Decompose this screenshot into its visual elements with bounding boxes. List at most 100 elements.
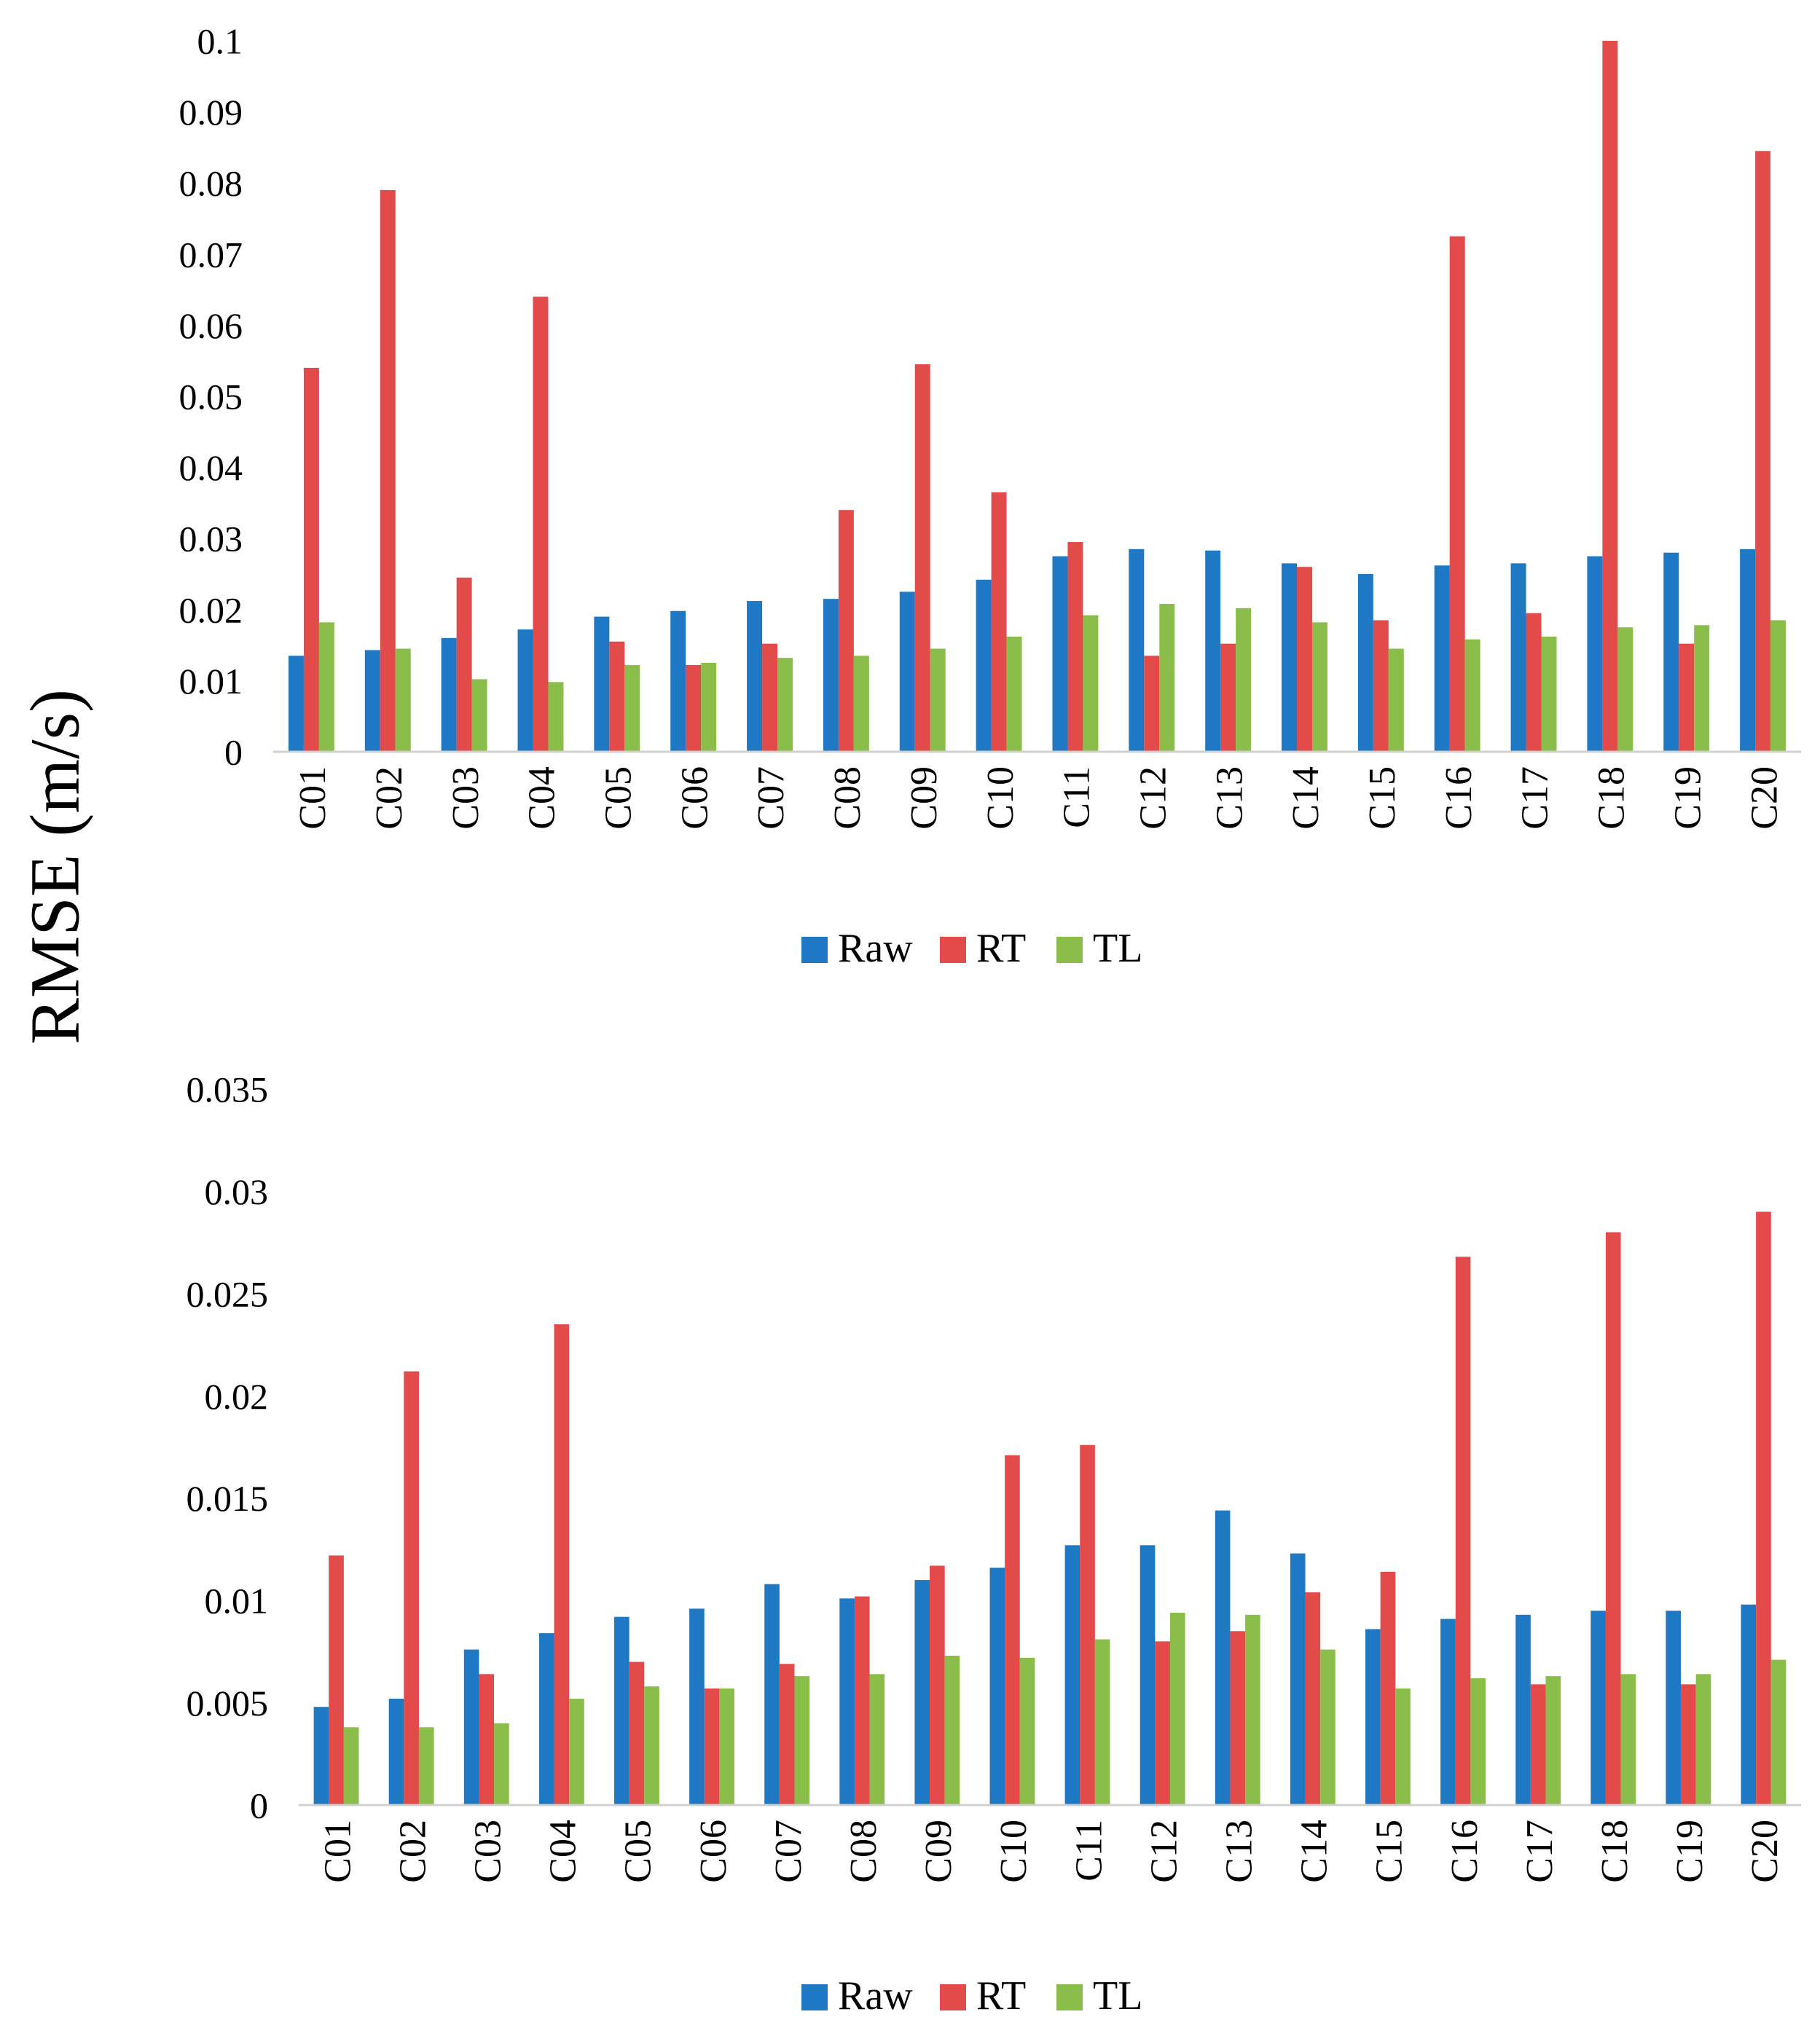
bar-rt — [1296, 567, 1312, 752]
x-tick-label: C17 — [1515, 766, 1556, 830]
bar-rt — [991, 492, 1007, 752]
bar-tl — [1545, 1676, 1561, 1805]
bar-tl — [343, 1727, 359, 1805]
legend-swatch-raw — [801, 937, 828, 963]
bar-raw — [441, 637, 457, 752]
bar-tl — [1245, 1614, 1260, 1805]
bar-raw — [1741, 1604, 1757, 1805]
bar-raw — [1052, 556, 1068, 752]
legend-label-rt: RT — [976, 926, 1026, 971]
bar-tl — [1388, 648, 1404, 752]
legend-swatch-raw — [801, 1984, 828, 2010]
x-tick-label: C02 — [369, 766, 410, 830]
bar-raw — [1129, 549, 1145, 752]
bar-tl — [418, 1727, 434, 1805]
bar-tl — [794, 1676, 810, 1805]
bar-raw — [594, 616, 610, 752]
bar-tl — [1620, 1674, 1636, 1805]
bar-tl — [1320, 1649, 1335, 1805]
y-tick-label: 0.05 — [179, 377, 243, 417]
bar-tl — [494, 1723, 509, 1805]
x-tick-label: C09 — [918, 1820, 960, 1883]
bar-raw — [989, 1568, 1005, 1805]
bar-rt — [609, 641, 625, 752]
y-tick-label: 0.015 — [187, 1478, 269, 1519]
bar-tl — [853, 656, 869, 752]
bar-tl — [569, 1698, 584, 1805]
y-tick-label: 0.09 — [179, 92, 243, 133]
bar-rt — [1756, 1211, 1771, 1805]
y-tick-label: 0.1 — [197, 21, 243, 62]
bar-raw — [313, 1707, 329, 1805]
bar-rt — [1605, 1232, 1621, 1805]
bar-rt — [1755, 151, 1771, 752]
bar-raw — [1666, 1611, 1682, 1805]
bar-raw — [1282, 563, 1297, 752]
bar-rt — [1455, 1257, 1471, 1805]
bar-raw — [976, 579, 992, 752]
bar-tl — [1695, 1674, 1711, 1805]
bar-raw — [517, 629, 533, 752]
bar-raw — [1663, 552, 1679, 752]
bar-tl — [1694, 625, 1710, 752]
bar-tl — [1541, 636, 1557, 752]
bar-rt — [533, 296, 549, 752]
bar-raw — [614, 1616, 629, 1805]
y-tick-label: 0.035 — [187, 1069, 269, 1110]
y-tick-label: 0.02 — [179, 589, 243, 630]
bar-tl — [930, 648, 946, 752]
bar-tl — [1617, 627, 1633, 752]
bar-tl — [1094, 1639, 1110, 1805]
bar-tl — [1006, 636, 1022, 752]
x-tick-label: C13 — [1209, 766, 1250, 830]
bar-rt — [930, 1565, 945, 1805]
bar-tl — [1395, 1688, 1411, 1805]
y-tick-label: 0.08 — [179, 163, 243, 204]
legend-label-raw: Raw — [838, 1973, 913, 2019]
bar-tl — [944, 1655, 960, 1805]
bar-rt — [1220, 643, 1236, 752]
bar-raw — [914, 1580, 930, 1805]
bar-tl — [1770, 1659, 1786, 1805]
legend-swatch-tl — [1056, 1984, 1083, 2010]
x-tick-label: C14 — [1285, 766, 1327, 830]
bar-tl — [1464, 639, 1480, 752]
bar-rt — [686, 664, 702, 752]
x-tick-label: C07 — [750, 766, 792, 830]
y-tick-label: 0.07 — [179, 234, 243, 275]
x-tick-label: C20 — [1743, 766, 1785, 830]
x-tick-label: C12 — [1132, 766, 1174, 830]
bar-tl — [395, 648, 411, 752]
bar-rt — [854, 1596, 870, 1805]
bar-raw — [1140, 1545, 1156, 1805]
y-tick-label: 0.06 — [179, 305, 243, 346]
bar-tl — [719, 1688, 734, 1805]
x-tick-label: C16 — [1444, 1820, 1486, 1883]
bar-rt — [1449, 236, 1465, 752]
x-tick-label: C19 — [1669, 1820, 1711, 1883]
bar-rt — [1380, 1571, 1396, 1805]
bar-tl — [1083, 615, 1099, 752]
bar-rt — [1230, 1631, 1246, 1805]
bar-raw — [388, 1698, 404, 1805]
bar-raw — [747, 601, 763, 752]
bar-rt — [838, 510, 854, 752]
legend-swatch-rt — [940, 937, 966, 963]
bar-raw — [1515, 1614, 1531, 1805]
y-tick-label: 0.01 — [205, 1581, 269, 1622]
bar-tl — [548, 682, 564, 752]
bar-raw — [463, 1649, 479, 1805]
bar-tl — [318, 622, 334, 752]
x-tick-label: C16 — [1438, 766, 1480, 830]
bar-rt — [1530, 1684, 1546, 1805]
bar-tl — [1019, 1657, 1035, 1805]
bar-tl — [869, 1674, 885, 1805]
legend-label-rt: RT — [976, 1973, 1026, 2019]
y-tick-label: 0.025 — [187, 1273, 269, 1314]
bar-rt — [914, 364, 930, 752]
bar-rt — [554, 1324, 570, 1805]
x-tick-label: C12 — [1143, 1820, 1185, 1883]
bar-rt — [329, 1555, 344, 1805]
legend-label-tl: TL — [1093, 926, 1142, 971]
